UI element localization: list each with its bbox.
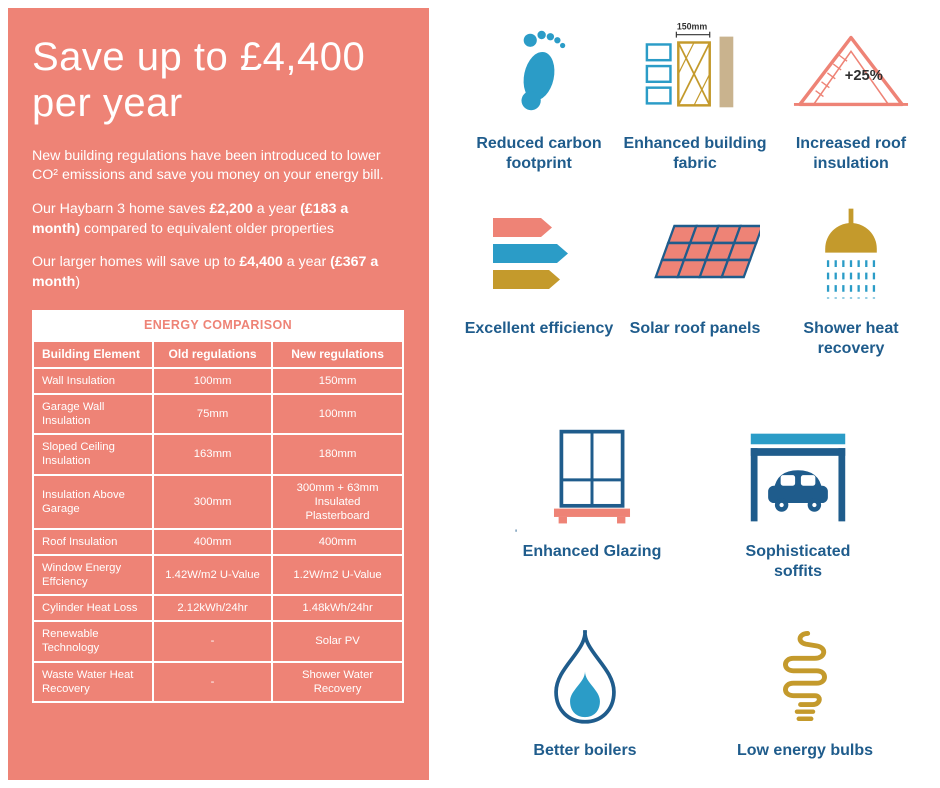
monthly-amount: (£183 a month) <box>32 200 349 237</box>
text: Our Haybarn 3 home saves <box>32 200 210 217</box>
feature-label: Low energy bulbs <box>736 742 873 760</box>
new-regulation: 150mm <box>271 366 404 396</box>
feature-row-3: Enhanced Glazing So <box>455 422 935 581</box>
new-regulation: 300mm + 63mm Insulated Plasterboard <box>271 473 404 530</box>
table-title: ENERGY COMPARISON <box>32 310 404 342</box>
feature-increased-roof-insulation: +25% Increased roof insulation <box>773 14 929 173</box>
feature-label: Enhanced building fabric <box>623 135 767 172</box>
page-title: Save up to £4,400 per year <box>32 35 366 126</box>
new-regulation: 1.2W/m2 U-Value <box>271 553 404 597</box>
feature-label: Shower heat recovery <box>803 320 899 357</box>
new-regulation: Solar PV <box>271 620 404 663</box>
table-row: Wall Insulation 100mm 150mm <box>31 366 404 396</box>
building-element: Window Energy Effciency <box>31 553 155 597</box>
old-regulation: - <box>152 660 274 703</box>
text: a year <box>282 254 331 271</box>
feature-row-1: Reduced carbon footprint 150mm <box>455 14 935 173</box>
stray-mark: ' <box>515 528 518 540</box>
feature-label: Better boilers <box>533 742 637 760</box>
larger-homes-paragraph: Our larger homes will save up to £4,400 … <box>32 253 392 292</box>
feature-reduced-carbon-footprint: Reduced carbon footprint <box>461 14 617 173</box>
old-regulation: 300mm <box>152 473 274 530</box>
table-row: Sloped Ceiling Insulation 163mm 180mm <box>31 433 404 476</box>
column-header: Building Element <box>31 339 155 369</box>
feature-low-energy-bulbs: Low energy bulbs <box>719 621 891 761</box>
table-row: Roof Insulation 400mm 400mm <box>31 527 404 556</box>
old-regulation: 100mm <box>152 366 274 396</box>
feature-row-2: Excellent efficiency <box>455 199 935 358</box>
savings-amount: £2,200 <box>209 200 253 217</box>
feature-better-boilers: Better boilers <box>499 621 671 761</box>
feature-label: Excellent efficiency <box>464 320 614 338</box>
garage-soffit-icon <box>745 422 851 534</box>
building-element: Roof Insulation <box>31 527 155 556</box>
feature-row-4: Better boilers Low energy bulbs <box>455 621 935 761</box>
savings-amount: £4,400 <box>239 254 283 271</box>
energy-bulb-icon <box>765 621 845 733</box>
roof-insulation-icon: +25% <box>792 14 910 126</box>
intro-paragraph: New building regulations have been intro… <box>32 147 384 184</box>
efficiency-rating-icon <box>489 199 589 311</box>
building-element: Sloped Ceiling Insulation <box>31 433 155 476</box>
roof-badge-label: +25% <box>845 68 883 84</box>
column-header: Old regulations <box>152 339 274 369</box>
text: compared to equivalent older properties <box>80 220 335 237</box>
column-header: New regulations <box>271 339 404 369</box>
text: a year <box>252 200 301 217</box>
old-regulation: 400mm <box>152 527 274 556</box>
feature-label: Solar roof panels <box>629 320 761 338</box>
feature-sophisticated-soffits: Sophisticated soffits <box>712 422 884 581</box>
new-regulation: 180mm <box>271 433 404 476</box>
feature-enhanced-building-fabric: 150mm Enhanced building fabric <box>617 14 773 173</box>
building-element: Waste Water Heat Recovery <box>31 660 155 703</box>
old-regulation: - <box>152 620 274 663</box>
solar-panels-icon <box>630 199 760 311</box>
building-element: Garage Wall Insulation <box>31 393 155 436</box>
feature-solar-roof-panels: Solar roof panels <box>617 199 773 358</box>
window-icon <box>541 422 643 534</box>
old-regulation: 2.12kWh/24hr <box>152 594 274 623</box>
new-regulation: Shower Water Recovery <box>271 660 404 703</box>
feature-label: Enhanced Glazing <box>522 543 662 561</box>
table-row: Cylinder Heat Loss 2.12kWh/24hr 1.48kWh/… <box>31 594 404 623</box>
building-element: Wall Insulation <box>31 366 155 396</box>
new-regulation: 100mm <box>271 393 404 436</box>
table-row: Garage Wall Insulation 75mm 100mm <box>31 393 404 436</box>
table-title-row: ENERGY COMPARISON <box>32 310 404 342</box>
table-header-row: Building Element Old regulations New reg… <box>31 339 404 369</box>
building-element: Renewable Technology <box>31 620 155 663</box>
table-row: Insulation Above Garage 300mm 300mm + 63… <box>31 473 404 530</box>
table-row: Waste Water Heat Recovery - Shower Water… <box>31 660 404 703</box>
savings-panel: Save up to £4,400 per year New building … <box>8 8 429 780</box>
text: Our larger homes will save up to <box>32 254 240 271</box>
energy-comparison-table: ENERGY COMPARISON Building Element Old r… <box>31 310 404 703</box>
new-regulation: 1.48kWh/24hr <box>271 594 404 623</box>
monthly-amount: (£367 a month <box>32 254 379 290</box>
flame-icon <box>543 621 627 733</box>
feature-label: Reduced carbon footprint <box>476 135 602 172</box>
new-regulation: 400mm <box>271 527 404 556</box>
feature-label: Increased roof insulation <box>795 135 907 172</box>
feature-label: Sophisticated soffits <box>745 543 851 580</box>
table-row: Renewable Technology - Solar PV <box>31 620 404 663</box>
text: ) <box>75 273 81 290</box>
feature-shower-heat-recovery: Shower heat recovery <box>773 199 929 358</box>
building-fabric-icon: 150mm <box>641 14 749 126</box>
old-regulation: 1.42W/m2 U-Value <box>152 553 274 597</box>
building-element: Insulation Above Garage <box>31 473 155 530</box>
footprint-icon <box>504 14 574 126</box>
table-row: Window Energy Effciency 1.42W/m2 U-Value… <box>31 553 404 597</box>
old-regulation: 163mm <box>152 433 274 476</box>
old-regulation: 75mm <box>152 393 274 436</box>
building-element: Cylinder Heat Loss <box>31 594 155 623</box>
haybarn-savings-paragraph: Our Haybarn 3 home saves £2,200 a year (… <box>32 200 392 239</box>
fabric-dimension-label: 150mm <box>677 22 708 32</box>
feature-enhanced-glazing: Enhanced Glazing <box>506 422 678 581</box>
feature-excellent-efficiency: Excellent efficiency <box>461 199 617 358</box>
shower-head-icon <box>808 199 894 311</box>
features-panel: Reduced carbon footprint 150mm <box>455 0 935 788</box>
